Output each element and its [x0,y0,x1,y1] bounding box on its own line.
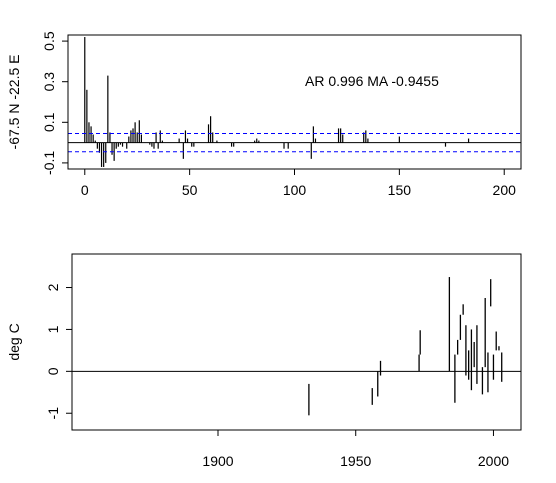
series-y-tick-label: 2 [45,283,61,291]
acf-x-tick-label: 50 [182,182,198,198]
acf-panel: 0 50 100 150 200 -0.1 0.1 0.3 0.5 AR 0.996 MA -… [6,31,522,198]
series-x-axis: 1900 1950 2000 [202,429,509,469]
acf-bars [84,37,470,167]
acf-y-tick-label: 0.1 [41,112,57,132]
series-y-axis: -1 0 1 2 [45,283,73,420]
series-x-tick-label: 1900 [202,453,233,469]
acf-y-axis-label: -67.5 N -22.5 E [6,55,22,150]
acf-x-tick-label: 200 [493,182,517,198]
series-segments [308,277,503,416]
series-x-tick-label: 1950 [340,453,371,469]
series-panel: 1900 1950 2000 -1 0 1 2 deg C [6,253,522,469]
acf-y-tick-label: 0.3 [41,72,57,92]
acf-plot-frame [67,34,522,170]
series-y-tick-label: -1 [45,407,61,420]
acf-y-axis: -0.1 0.1 0.3 0.5 [41,31,69,175]
acf-x-tick-label: 150 [388,182,412,198]
acf-annotation: AR 0.996 MA -0.9455 [305,73,439,89]
series-x-tick-label: 2000 [478,453,509,469]
series-plot-frame [71,253,522,431]
acf-x-axis: 0 50 100 150 200 [81,168,517,198]
acf-y-tick-label: -0.1 [41,151,57,175]
acf-y-tick-label: 0.5 [41,31,57,51]
series-y-tick-label: 1 [45,325,61,333]
acf-x-tick-label: 0 [81,182,89,198]
acf-x-tick-label: 100 [283,182,307,198]
series-y-axis-label: deg C [6,323,22,360]
series-y-tick-label: 0 [45,367,61,375]
